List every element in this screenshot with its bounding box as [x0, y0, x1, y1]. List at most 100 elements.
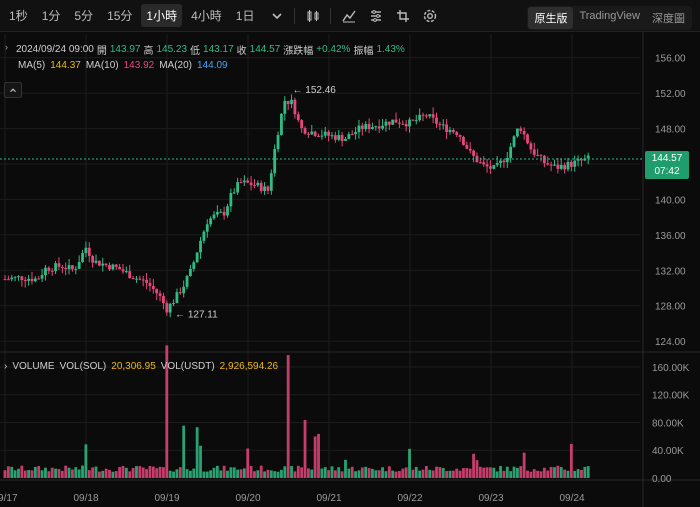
volume-bar [303, 420, 307, 478]
volume-bar [327, 470, 331, 478]
volume-bar [121, 465, 125, 478]
volume-bar [360, 467, 364, 478]
candle-body [124, 271, 128, 273]
view-switcher: 原生版 TradingView 深度圖 [527, 6, 692, 30]
collapse-legend-button[interactable] [4, 82, 22, 98]
volume-bar [276, 471, 280, 478]
candle-body [57, 263, 61, 267]
volume-bar [192, 468, 196, 478]
candle-body [539, 154, 543, 156]
volume-tick-label: 80.00K [652, 418, 684, 429]
volume-bar [418, 470, 422, 478]
vol-sol-value: 20,306.95 [111, 361, 156, 372]
candle-body [155, 289, 159, 294]
candle-body [87, 247, 91, 256]
tf-1m[interactable]: 1分 [41, 9, 61, 23]
volume-bar [347, 468, 351, 478]
candle-body [428, 114, 432, 117]
candle-body [91, 255, 95, 263]
close-value: 144.57 [249, 44, 281, 55]
screenshot-icon[interactable] [394, 7, 412, 25]
candle-body [172, 303, 175, 305]
candle-body [253, 185, 256, 187]
volume-bar [485, 467, 489, 478]
volume-bar [77, 469, 81, 478]
toolbar-divider [294, 7, 296, 24]
candle-body [563, 164, 567, 170]
view-depth[interactable]: 深度圖 [652, 13, 685, 25]
indicators-icon[interactable] [340, 7, 358, 25]
volume-bar [374, 470, 378, 478]
chevron-up-icon [10, 88, 16, 93]
volume-bar [158, 466, 162, 478]
candle-body [499, 160, 502, 164]
volume-bar [505, 466, 509, 478]
candle-body [448, 129, 452, 133]
volume-bar [475, 460, 479, 478]
volume-bar [199, 445, 202, 478]
candle-body [185, 276, 189, 287]
candle-body [411, 119, 415, 121]
view-native[interactable]: 原生版 [528, 7, 574, 29]
candle-body [47, 267, 51, 271]
volume-bar [128, 471, 132, 478]
candle-body [259, 182, 263, 192]
chevron-down-icon[interactable] [268, 7, 286, 25]
volume-bar [344, 459, 347, 478]
volume-bar [546, 470, 550, 478]
candle-body [546, 163, 550, 165]
volume-bar [576, 469, 580, 478]
candle-body [296, 114, 300, 121]
volume-bar [87, 470, 91, 478]
volume-bar [519, 466, 523, 478]
candle-body [303, 128, 307, 134]
chevron-right-icon[interactable]: › [4, 361, 8, 372]
volume-bar [482, 467, 486, 478]
candle-body [408, 119, 411, 127]
volume-bar [421, 469, 425, 478]
candle-body [502, 160, 506, 163]
candle-body [219, 211, 223, 213]
price-tick-label: 156.00 [655, 54, 686, 65]
current-price-tag: 144.57 07:42 [645, 151, 689, 179]
volume-bar [377, 470, 381, 478]
candle-type-icon[interactable] [304, 7, 322, 25]
tf-15m[interactable]: 15分 [107, 9, 133, 23]
chevron-right-icon[interactable]: › [5, 42, 8, 52]
candle-body [462, 136, 465, 145]
view-tradingview[interactable]: TradingView [579, 10, 640, 22]
candle-body [27, 278, 30, 281]
gear-icon[interactable] [421, 7, 439, 25]
candle-body [337, 135, 341, 140]
tf-1s[interactable]: 1秒 [9, 9, 28, 23]
volume-bar [50, 467, 54, 478]
volume-bar [44, 467, 47, 478]
candle-body [81, 253, 84, 263]
volume-bar [175, 469, 179, 478]
candle-body [333, 135, 337, 140]
open-value: 143.97 [109, 44, 141, 55]
volume-bar [350, 466, 354, 478]
candle-body [263, 186, 266, 192]
volume-bar [398, 471, 401, 478]
volume-bar [293, 471, 297, 478]
volume-bar [559, 467, 563, 478]
settings-list-icon[interactable] [367, 7, 385, 25]
volume-legend: › VOLUME VOL(SOL) 20,306.95 VOL(USDT) 2,… [4, 361, 283, 372]
tf-5m[interactable]: 5分 [74, 9, 94, 23]
candle-body [516, 128, 519, 137]
time-tick-label: 09/18 [73, 493, 98, 504]
amplitude-value: 1.43% [376, 44, 405, 55]
volume-bar [219, 470, 223, 478]
candle-body [485, 164, 489, 167]
tf-4h[interactable]: 4小時 [191, 9, 222, 23]
ohlc-datetime: 2024/09/24 09:00 [16, 44, 94, 55]
candle-body [492, 165, 496, 169]
candle-body [40, 275, 44, 279]
tf-1h[interactable]: 1小時 [141, 4, 183, 27]
candle-body [360, 125, 364, 130]
volume-bar [81, 465, 84, 478]
tf-1d[interactable]: 1日 [235, 9, 255, 23]
candle-body [226, 206, 229, 216]
